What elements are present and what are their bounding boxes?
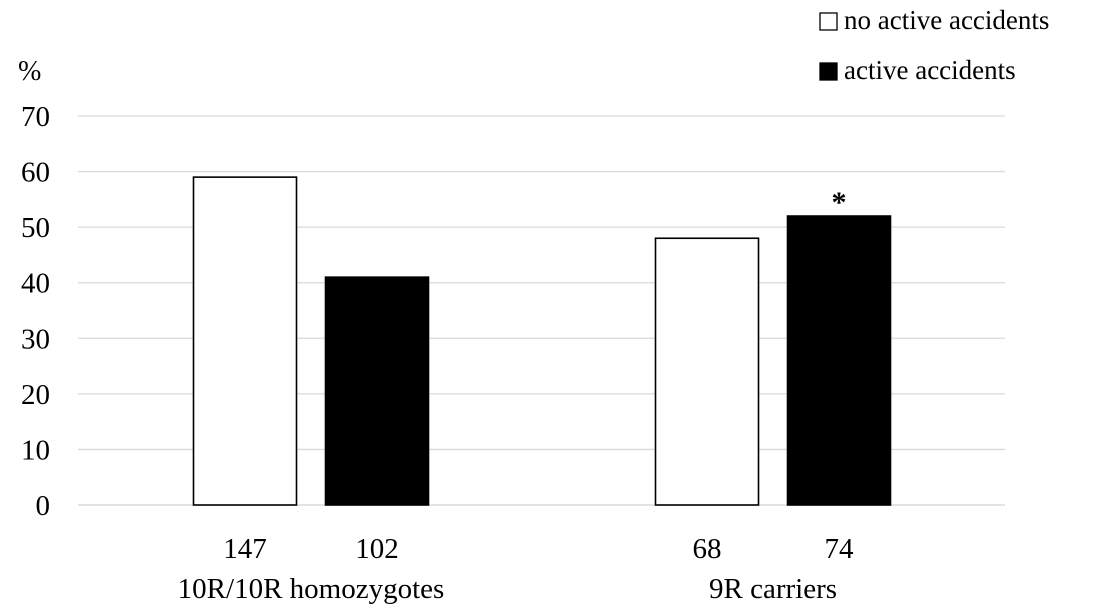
legend-swatch [819, 12, 838, 31]
bar-active-accidents [324, 276, 430, 506]
y-tick-label: 20 [21, 379, 50, 411]
category-labels: 10R/10R homozygotes 9R carriers [178, 573, 837, 605]
y-tick-label: 70 [21, 101, 50, 133]
y-tick-label: 60 [21, 157, 50, 189]
bars [192, 176, 892, 506]
y-tick-label: 30 [21, 323, 50, 355]
y-axis-ticks: 0 10 20 30 40 50 60 70 [21, 101, 50, 522]
y-tick-label: 0 [36, 490, 51, 522]
sample-size-labels: 147 102 68 74 [223, 533, 854, 565]
legend-label: no active accidents [844, 5, 1049, 35]
sample-size-label: 102 [355, 533, 399, 565]
y-tick-label: 50 [21, 212, 50, 244]
legend-label: active accidents [844, 55, 1016, 85]
bar-active-accidents [786, 215, 892, 506]
category-label: 10R/10R homozygotes [178, 573, 445, 605]
y-tick-label: 10 [21, 434, 50, 466]
annotations: * [832, 186, 847, 219]
significance-marker: * [832, 186, 847, 219]
legend: no active accidents active accidents [819, 5, 1049, 85]
bar-no-active-accidents [192, 176, 298, 506]
legend-swatch [819, 62, 838, 81]
sample-size-label: 147 [223, 533, 267, 565]
sample-size-label: 74 [825, 533, 855, 565]
sample-size-label: 68 [693, 533, 722, 565]
bar-no-active-accidents [654, 237, 760, 506]
y-axis-label: % [18, 56, 41, 87]
y-tick-label: 40 [21, 268, 50, 300]
category-label: 9R carriers [709, 573, 837, 605]
